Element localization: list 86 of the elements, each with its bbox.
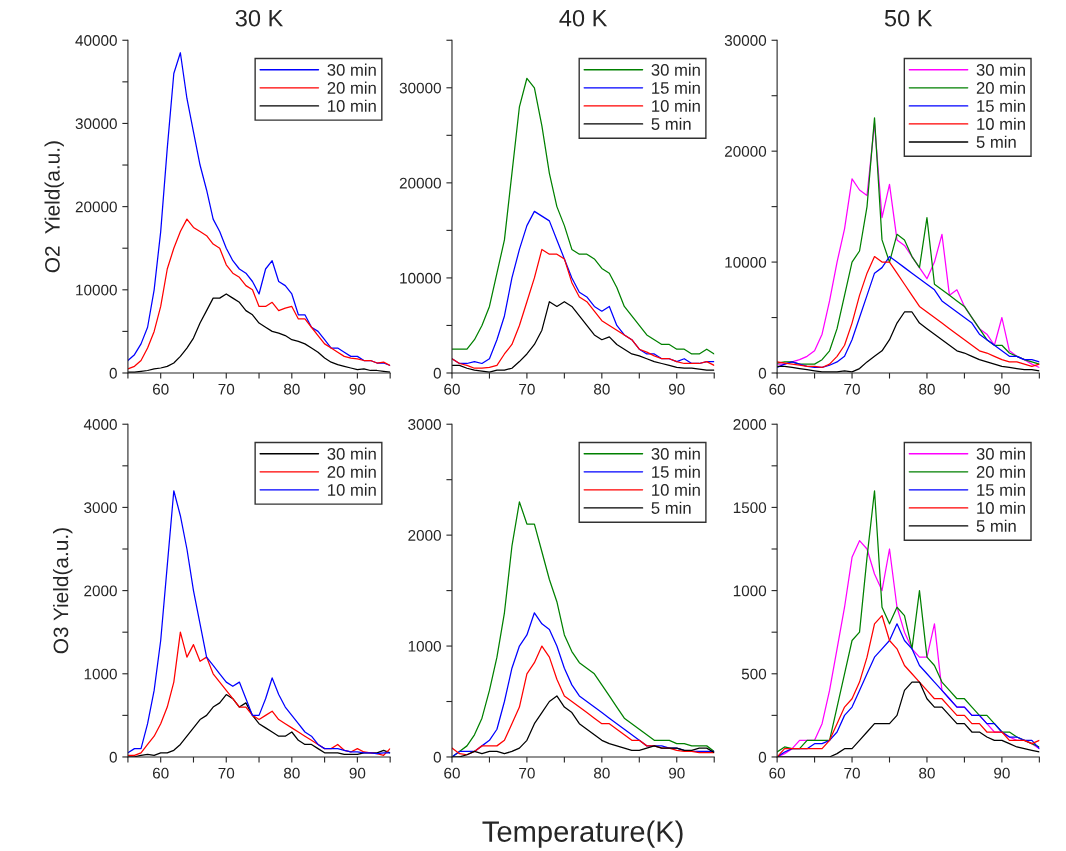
legend-label: 15 min <box>977 483 1025 496</box>
y-tick-label: 3000 <box>408 419 441 430</box>
legend-label: 15 min <box>652 465 700 478</box>
x-tick-label: 90 <box>349 767 366 779</box>
x-tick-label: 80 <box>594 767 610 779</box>
y-tick-label: 0 <box>758 751 767 763</box>
chart-title: 40 K <box>559 9 608 27</box>
y-tick-label: 10000 <box>76 284 117 296</box>
legend-label: 5 min <box>651 117 691 130</box>
x-tick-label: 60 <box>152 383 169 395</box>
legend-label: 20 min <box>327 465 376 478</box>
legend-label: 15 min <box>977 99 1025 112</box>
y-tick-label: 10000 <box>725 256 767 268</box>
line-series <box>127 218 391 370</box>
x-tick-label: 70 <box>218 383 235 395</box>
y-tick-label: 0 <box>433 367 441 379</box>
x-axis-title: Temperature(K) <box>482 820 683 848</box>
y-tick-label: 30000 <box>724 35 767 46</box>
x-tick-label: 60 <box>444 767 460 779</box>
x-tick-label: 90 <box>668 383 685 395</box>
y-tick-label: 4000 <box>83 419 117 430</box>
legend-label: 10 min <box>977 117 1025 130</box>
y-tick-label: 20000 <box>399 177 441 189</box>
legend-label: 20 min <box>327 81 376 94</box>
y-tick-label: 2000 <box>84 585 117 597</box>
y-tick-label: 1500 <box>733 502 767 514</box>
y-tick-label: 30000 <box>75 118 117 130</box>
legend-label: 30 min <box>327 447 376 460</box>
x-tick-label: 80 <box>594 383 610 395</box>
x-tick-label: 60 <box>152 767 169 779</box>
x-tick-label: 70 <box>844 767 860 779</box>
y-tick-label: 30000 <box>399 82 441 94</box>
legend-label: 10 min <box>977 501 1025 514</box>
y-axis-title: O3 Yield(a.u.) <box>52 528 73 654</box>
legend-label: 30 min <box>976 447 1025 460</box>
legend-label: 30 min <box>651 447 700 460</box>
x-tick-label: 70 <box>844 383 860 395</box>
y-tick-label: 1000 <box>408 640 441 652</box>
y-tick-label: 0 <box>758 367 767 379</box>
legend-label: 15 min <box>652 81 700 94</box>
line-series <box>777 255 1040 369</box>
chart-title: 50 K <box>884 9 933 27</box>
legend-label: 30 min <box>651 63 700 76</box>
legend-label: 5 min <box>976 519 1016 532</box>
chart-title: 30 K <box>235 9 284 27</box>
y-tick-label: 0 <box>109 367 117 379</box>
line-series <box>451 77 715 355</box>
y-tick-label: 1000 <box>733 585 767 597</box>
y-axis-title: O2 Yield(a.u.) <box>44 141 64 273</box>
x-tick-label: 60 <box>444 383 460 395</box>
line-series <box>451 248 715 369</box>
legend-label: 10 min <box>652 483 700 496</box>
x-tick-label: 60 <box>769 383 786 395</box>
legend-label: 10 min <box>328 483 376 496</box>
x-tick-label: 90 <box>668 767 685 779</box>
legend-label: 10 min <box>328 99 376 112</box>
x-tick-label: 90 <box>349 383 366 395</box>
legend-label: 30 min <box>976 63 1025 76</box>
y-tick-label: 10000 <box>400 272 441 284</box>
y-tick-label: 20000 <box>724 146 767 157</box>
x-tick-label: 70 <box>218 767 235 779</box>
legend-label: 20 min <box>976 81 1025 94</box>
x-tick-label: 60 <box>769 767 786 779</box>
line-series <box>127 52 391 367</box>
x-tick-label: 80 <box>283 383 300 395</box>
x-tick-label: 70 <box>519 383 535 395</box>
x-tick-label: 80 <box>283 767 300 779</box>
y-tick-label: 1000 <box>84 668 117 680</box>
y-tick-label: 20000 <box>75 201 117 213</box>
legend-label: 30 min <box>327 63 376 76</box>
y-tick-label: 3000 <box>84 502 117 514</box>
y-tick-label: 2000 <box>733 419 767 430</box>
x-tick-label: 80 <box>919 767 935 779</box>
y-tick-label: 40000 <box>75 35 117 46</box>
legend-label: 20 min <box>976 465 1025 478</box>
y-tick-label: 0 <box>433 751 441 763</box>
y-tick-label: 2000 <box>408 530 441 541</box>
x-tick-label: 90 <box>994 767 1010 779</box>
legend-label: 5 min <box>976 135 1016 148</box>
x-tick-label: 70 <box>519 767 535 779</box>
y-tick-label: 500 <box>741 668 767 680</box>
legend-label: 5 min <box>651 501 691 514</box>
legend-label: 10 min <box>652 99 700 112</box>
x-tick-label: 90 <box>994 383 1010 395</box>
y-tick-label: 0 <box>109 751 117 763</box>
x-tick-label: 80 <box>919 383 935 395</box>
